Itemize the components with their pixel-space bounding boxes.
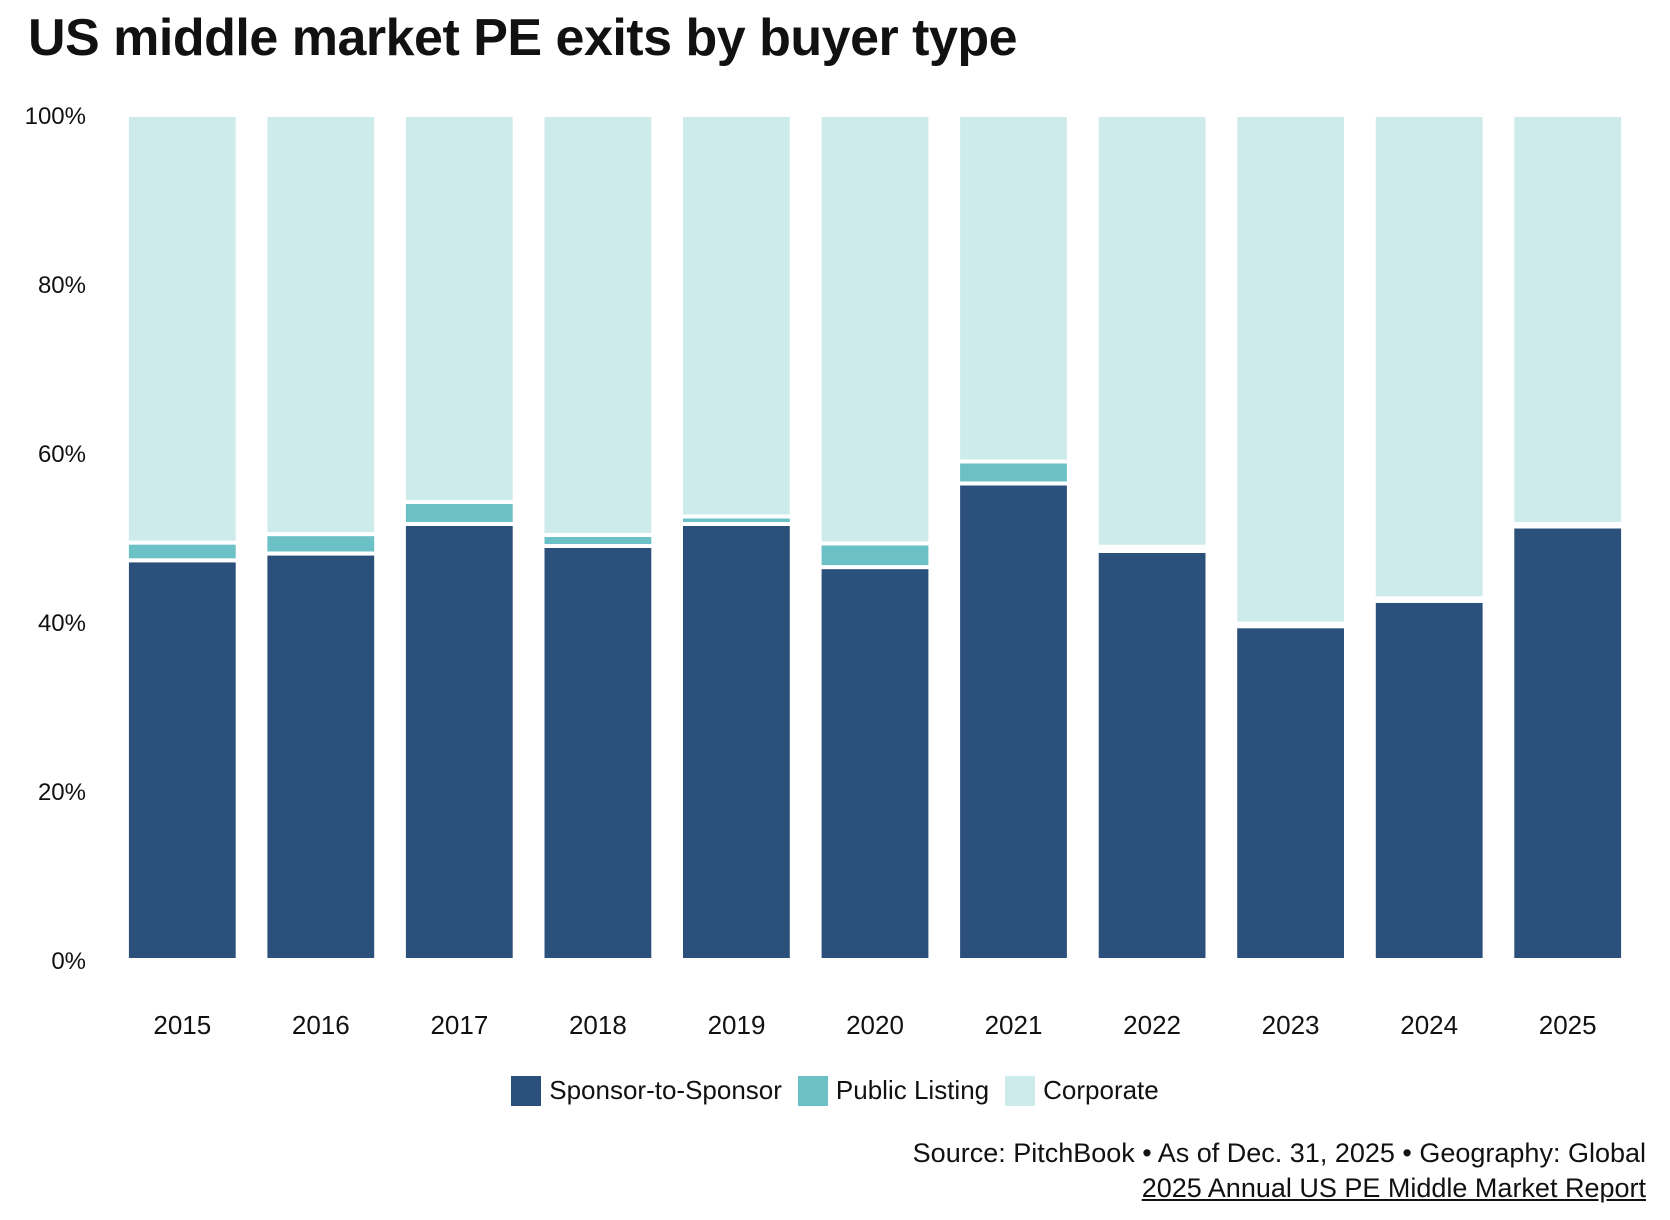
legend-label: Public Listing xyxy=(835,1075,990,1105)
legend: Sponsor-to-Sponsor Public Listing Corpor… xyxy=(0,1075,1670,1106)
x-tick-label: 2025 xyxy=(1539,1010,1597,1040)
y-tick-label: 80% xyxy=(38,272,86,299)
plot-area: 0% 20% 40% 60% 80% 100% 2015 2016 2017 2018 2019 20… xyxy=(25,103,1626,1040)
x-tick-label: 2022 xyxy=(1123,1010,1181,1040)
bar-sponsor-to-sponsor-2019 xyxy=(679,522,794,962)
bar-sponsor-to-sponsor-2022 xyxy=(1094,549,1210,962)
source-note: Source: PitchBook • As of Dec. 31, 2025 … xyxy=(912,1138,1646,1168)
bar-corporate-2018 xyxy=(540,113,656,537)
bar-sponsor-to-sponsor-2021 xyxy=(956,481,1071,962)
y-tick-label: 20% xyxy=(38,779,86,806)
bar-corporate-2022 xyxy=(1094,113,1210,549)
y-tick-label: 60% xyxy=(38,441,86,468)
x-tick-label: 2021 xyxy=(985,1010,1043,1040)
bar-public-listing-2016 xyxy=(263,532,379,556)
bar-public-listing-2017 xyxy=(401,500,517,526)
x-tick-label: 2023 xyxy=(1262,1010,1320,1040)
bar-sponsor-to-sponsor-2018 xyxy=(540,544,656,962)
y-tick-label: 100% xyxy=(25,103,86,130)
y-tick-label: 0% xyxy=(51,948,86,975)
bar-corporate-2020 xyxy=(817,113,933,546)
x-tick-label: 2019 xyxy=(708,1010,766,1040)
bar-corporate-2023 xyxy=(1233,113,1348,626)
bar-sponsor-to-sponsor-2017 xyxy=(401,522,517,962)
bar-public-listing-2020 xyxy=(817,541,933,570)
bar-corporate-2015 xyxy=(124,113,240,545)
legend-swatch-public-listing xyxy=(797,1075,828,1106)
bar-sponsor-to-sponsor-2020 xyxy=(817,565,933,962)
bar-corporate-2021 xyxy=(956,113,1071,464)
report-link[interactable]: 2025 Annual US PE Middle Market Report xyxy=(1141,1173,1646,1203)
bar-corporate-2019 xyxy=(679,113,794,519)
legend-label: Corporate xyxy=(1043,1075,1159,1105)
x-tick-label: 2016 xyxy=(292,1010,350,1040)
bar-sponsor-to-sponsor-2023 xyxy=(1233,624,1348,962)
chart-title: US middle market PE exits by buyer type xyxy=(28,9,1018,67)
legend-item-public-listing: Public Listing xyxy=(797,1075,990,1106)
bar-corporate-2016 xyxy=(263,113,379,537)
legend-item-corporate: Corporate xyxy=(1005,1075,1159,1106)
x-tick-label: 2017 xyxy=(430,1010,488,1040)
legend-label: Sponsor-to-Sponsor xyxy=(549,1075,782,1105)
bar-sponsor-to-sponsor-2024 xyxy=(1371,598,1487,963)
bar-corporate-2025 xyxy=(1510,113,1626,526)
x-tick-label: 2018 xyxy=(569,1010,627,1040)
y-tick-label: 40% xyxy=(38,610,86,637)
bar-public-listing-2015 xyxy=(124,540,240,563)
x-tick-label: 2015 xyxy=(153,1010,211,1040)
legend-swatch-corporate xyxy=(1005,1075,1036,1106)
bar-corporate-2024 xyxy=(1371,113,1487,601)
legend-item-sponsor-to-sponsor: Sponsor-to-Sponsor xyxy=(511,1075,782,1106)
legend-swatch-sponsor-to-sponsor xyxy=(511,1075,542,1106)
x-tick-label: 2024 xyxy=(1400,1010,1458,1040)
bar-sponsor-to-sponsor-2025 xyxy=(1510,524,1626,962)
x-tick-label: 2020 xyxy=(846,1010,904,1040)
bar-sponsor-to-sponsor-2015 xyxy=(124,558,240,962)
bar-public-listing-2021 xyxy=(956,459,1071,486)
bar-sponsor-to-sponsor-2016 xyxy=(263,551,379,962)
bar-corporate-2017 xyxy=(401,113,517,504)
